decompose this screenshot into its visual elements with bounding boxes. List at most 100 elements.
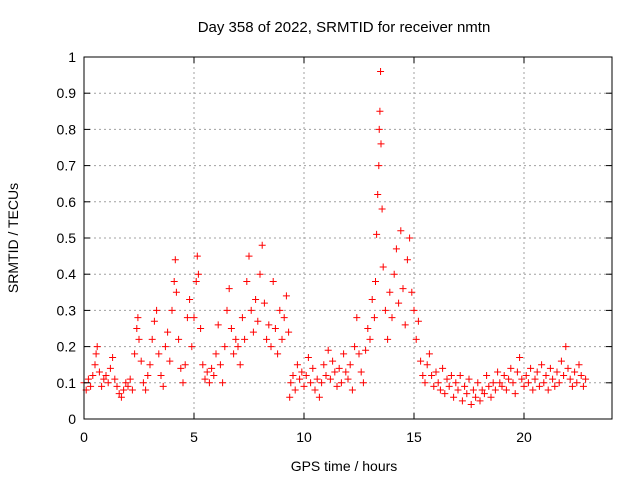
data-point [131, 350, 139, 358]
data-point [214, 321, 222, 329]
data-point [423, 361, 431, 369]
data-point [412, 335, 420, 343]
y-tick-label: 0.9 [57, 85, 77, 101]
data-point [258, 241, 266, 249]
data-point [335, 364, 343, 372]
data-point [342, 368, 350, 376]
data-point [511, 390, 519, 398]
data-point [193, 252, 201, 260]
data-point [410, 306, 418, 314]
data-point [478, 386, 486, 394]
data-point [124, 382, 132, 390]
data-point [216, 361, 224, 369]
data-point [186, 296, 194, 304]
data-point [93, 343, 101, 351]
data-point [498, 382, 506, 390]
data-point [274, 350, 282, 358]
data-point [307, 379, 315, 387]
data-point [148, 335, 156, 343]
data-point [392, 245, 400, 253]
data-point [333, 382, 341, 390]
data-point [368, 296, 376, 304]
x-tick-label: 20 [516, 429, 532, 445]
data-point [302, 372, 310, 380]
data-point [106, 364, 114, 372]
data-point [267, 343, 275, 351]
data-point [496, 379, 504, 387]
data-point [135, 335, 143, 343]
data-point [100, 375, 108, 383]
data-point [520, 382, 528, 390]
data-point [199, 361, 207, 369]
data-point [164, 328, 172, 336]
data-point [208, 364, 216, 372]
y-tick-label: 0.5 [57, 230, 77, 246]
data-point [337, 379, 345, 387]
data-point [538, 361, 546, 369]
data-point [238, 314, 246, 322]
data-point [458, 397, 466, 405]
data-point [524, 379, 532, 387]
data-point [549, 375, 557, 383]
data-point [397, 227, 405, 235]
data-point [271, 325, 279, 332]
data-point [311, 386, 319, 394]
data-point [232, 335, 240, 343]
data-point [357, 368, 365, 376]
data-point [227, 325, 235, 332]
data-point [205, 379, 213, 387]
data-point [485, 382, 493, 390]
data-point [254, 317, 262, 325]
data-point [474, 379, 482, 387]
data-point [573, 379, 581, 387]
data-point [188, 343, 196, 351]
data-points [80, 67, 590, 409]
chart-title: Day 358 of 2022, SRMTID for receiver nmt… [198, 19, 491, 36]
data-point [388, 314, 396, 322]
data-point [461, 382, 469, 390]
data-point [260, 299, 268, 307]
x-tick-label: 5 [190, 429, 198, 445]
data-point [324, 346, 332, 354]
x-tick-label: 15 [406, 429, 422, 445]
data-point [384, 335, 392, 343]
axes: 00.10.20.30.40.50.60.70.80.910 5 10 15 20 [57, 49, 612, 445]
data-point [527, 364, 535, 372]
y-tick-label: 1 [68, 49, 76, 65]
data-point [223, 306, 231, 314]
data-point [87, 382, 95, 390]
data-point [376, 107, 384, 115]
data-point [421, 379, 429, 387]
data-point [245, 252, 253, 260]
data-point [113, 382, 121, 390]
data-point [326, 375, 334, 383]
data-point [582, 375, 590, 383]
data-point [480, 390, 488, 398]
data-point [379, 263, 387, 271]
data-point [286, 393, 294, 401]
data-point [98, 382, 106, 390]
data-point [201, 375, 209, 383]
data-point [502, 386, 510, 394]
y-tick-label: 0.1 [57, 375, 77, 391]
data-point [390, 270, 398, 278]
data-point [309, 364, 317, 372]
data-point [531, 375, 539, 383]
data-point [280, 314, 288, 322]
x-tick-label: 10 [296, 429, 312, 445]
data-point [285, 328, 293, 336]
data-point [386, 288, 394, 296]
data-point [406, 234, 414, 242]
data-point [557, 357, 565, 365]
data-point [276, 306, 284, 314]
data-point [555, 379, 563, 387]
data-point [115, 390, 123, 398]
data-point [432, 368, 440, 376]
data-point [364, 325, 372, 332]
data-point [417, 357, 425, 365]
data-point [120, 386, 128, 394]
data-point [344, 375, 352, 383]
data-point [465, 375, 473, 383]
data-point [249, 328, 257, 336]
